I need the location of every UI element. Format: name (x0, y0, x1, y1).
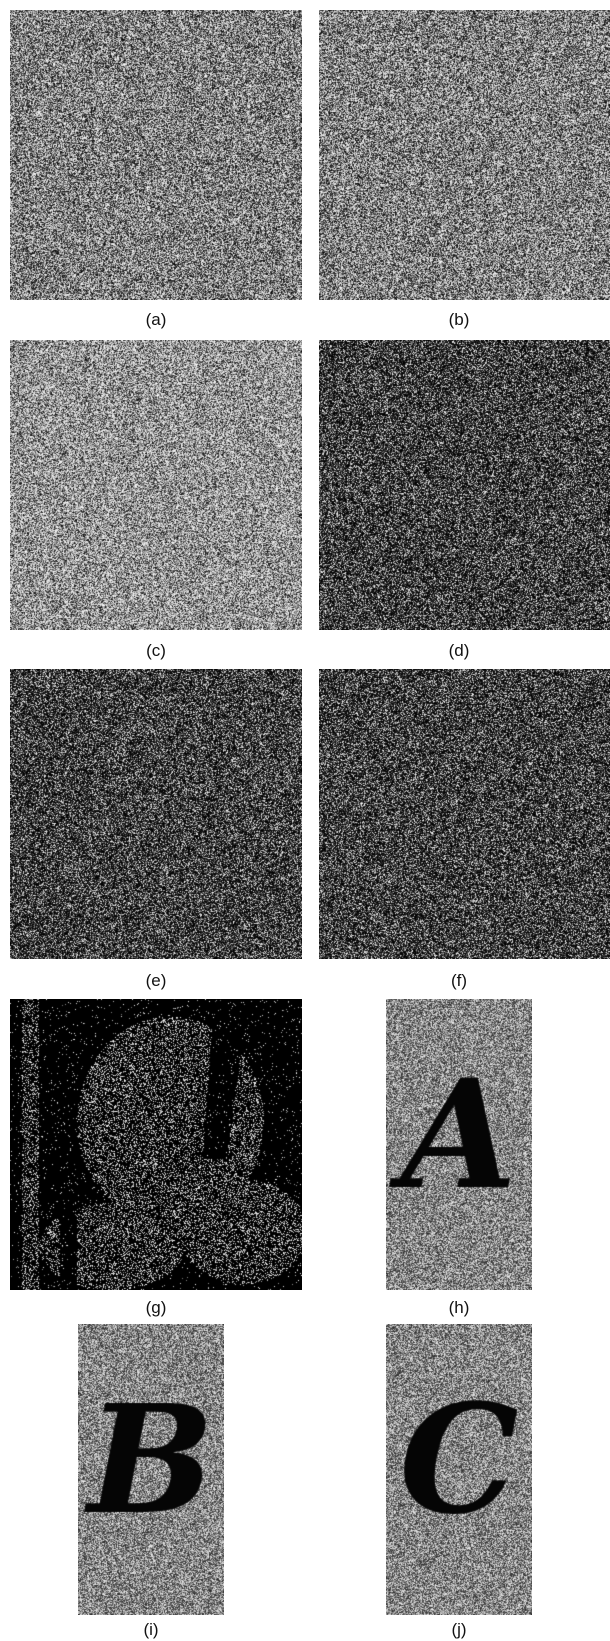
noise-image-c (10, 340, 302, 630)
noise-image-d (319, 340, 610, 630)
noise-image-a (10, 10, 302, 300)
caption-e: (e) (145, 971, 167, 990)
noise-image-e (10, 669, 302, 959)
caption-a: (a) (145, 310, 167, 329)
caption-c: (c) (146, 641, 166, 660)
noise-image-b (319, 10, 610, 300)
caption-g: (g) (145, 1298, 167, 1317)
caption-b: (b) (448, 310, 470, 329)
letter-image-i (78, 1324, 224, 1615)
caption-i: (i) (143, 1620, 159, 1639)
caption-f: (f) (450, 971, 468, 990)
caption-d: (d) (448, 641, 470, 660)
caption-j: (j) (451, 1620, 467, 1639)
letter-image-j (386, 1324, 532, 1615)
caption-h: (h) (448, 1298, 470, 1317)
revealed-image-g (10, 999, 302, 1290)
letter-image-h (386, 999, 532, 1290)
noise-image-f (319, 669, 610, 959)
